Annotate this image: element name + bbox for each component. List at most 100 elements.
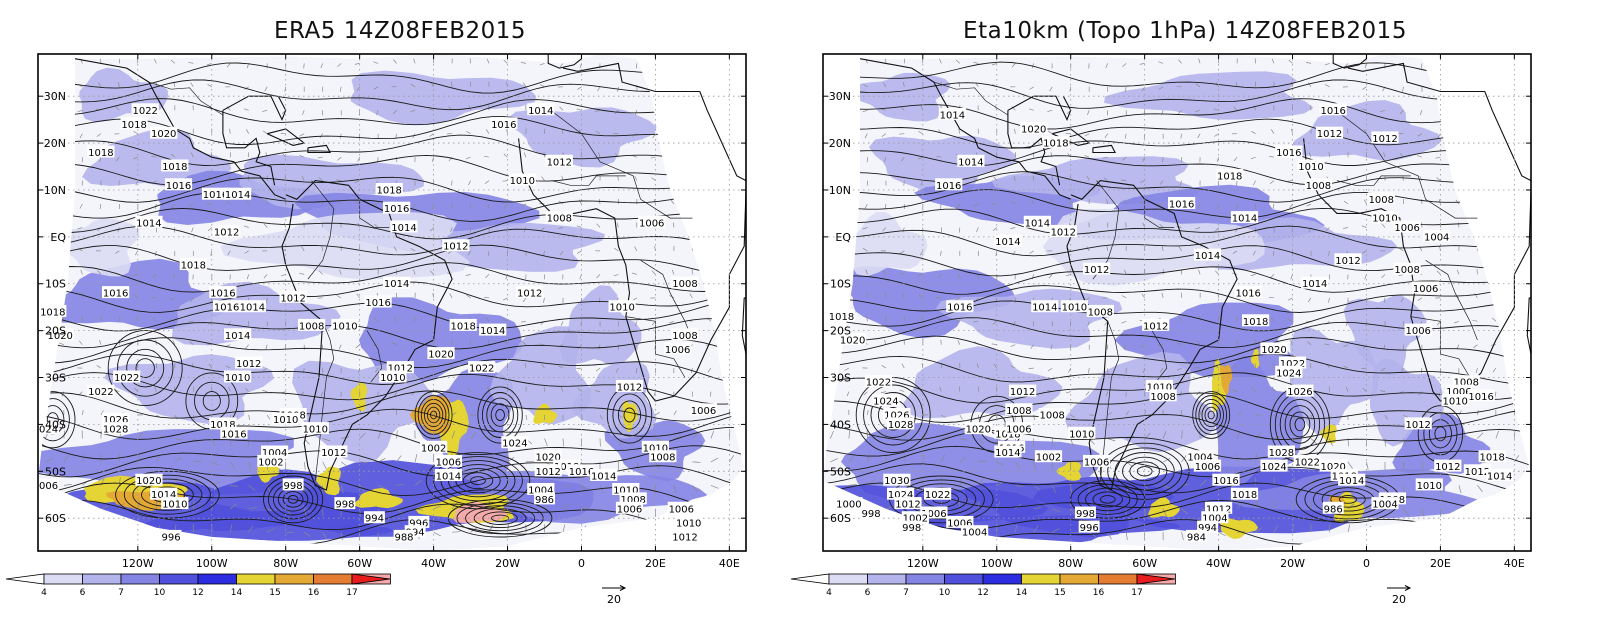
wind-arrow	[486, 129, 490, 134]
contour-label-bg	[1404, 417, 1432, 430]
contour-label: 1024	[873, 397, 898, 408]
contour-label: 1020	[47, 331, 72, 342]
coastline	[562, 62, 700, 93]
contour-label-bg	[383, 201, 411, 214]
contour-label-bg	[501, 436, 529, 449]
contour-label-bg	[279, 290, 307, 303]
contour-label-bg	[301, 422, 329, 435]
wind-arrow	[377, 430, 382, 439]
contour-label-bg	[102, 412, 130, 425]
wind-arrow	[1384, 414, 1388, 420]
wind-arrow	[1310, 500, 1313, 509]
contour-label: 998	[335, 500, 354, 511]
wind-arrow	[692, 485, 698, 492]
colorbar-bin	[1098, 573, 1138, 585]
contour-label: 1016	[103, 289, 128, 300]
contour-labels: 1014102010181014101610141012101410121018…	[827, 103, 1514, 543]
contour-label: 1006	[33, 481, 58, 492]
wind-arrow	[355, 201, 360, 205]
coastline	[741, 297, 746, 357]
contour-label: 1016	[221, 429, 246, 440]
wind-arrow	[100, 505, 109, 510]
wind-arrow	[1103, 177, 1108, 181]
lat-tick-label: 60S	[45, 512, 66, 525]
contour-label: 1006	[1405, 326, 1430, 337]
contour-label: 1012	[617, 382, 642, 393]
wind-arrow	[1491, 61, 1497, 64]
wind-arrow	[1363, 199, 1367, 205]
wind-arrow	[941, 435, 950, 439]
wind-arrow	[673, 485, 677, 494]
contour-label-bg	[1049, 225, 1077, 238]
wind-arrow	[225, 365, 231, 369]
wind-arrow	[152, 274, 157, 279]
wind-arrow	[1086, 175, 1090, 181]
wind-arrow	[1107, 412, 1113, 416]
wind-shading	[840, 266, 1016, 339]
wind-arrow	[940, 339, 942, 345]
wind-arrow	[1328, 250, 1330, 256]
wind-arrow	[170, 59, 176, 64]
wind-arrow	[1102, 156, 1108, 159]
wind-arrow	[710, 391, 712, 397]
contour-label-bg	[1467, 389, 1495, 402]
lon-tick-label: 120W	[907, 557, 939, 570]
wind-arrow	[1383, 152, 1386, 158]
wind-arrow	[828, 292, 831, 298]
contour-label-bg	[608, 300, 636, 313]
wind-arrow	[673, 410, 677, 416]
contour-label: 1002	[421, 443, 446, 454]
contour-label-bg	[135, 473, 163, 486]
contour-label: 1010	[1442, 397, 1467, 408]
wind-arrow	[1159, 223, 1164, 228]
wind-arrow	[63, 532, 66, 541]
wind-arrow	[560, 250, 564, 256]
contour-label: 1016	[166, 181, 191, 192]
contour-label-bg	[1005, 422, 1033, 435]
wind-arrow	[1051, 199, 1053, 205]
wind-arrow	[655, 438, 664, 442]
isobar	[823, 335, 1530, 365]
contour-label: 1000	[836, 500, 861, 511]
wind-arrow	[115, 106, 120, 111]
wind-arrow	[1105, 391, 1109, 397]
contour-label-bg	[1068, 426, 1096, 439]
wind-arrow	[267, 528, 275, 533]
isobar	[38, 427, 745, 460]
wind-arrow	[58, 225, 64, 228]
wind-arrow	[1177, 367, 1182, 371]
wind-arrow	[1236, 502, 1243, 510]
wind-shading	[350, 70, 537, 125]
contour-label: 1014	[151, 490, 176, 501]
wind-arrow	[262, 390, 268, 392]
wind-arrow	[1514, 532, 1517, 541]
contour-label-bg	[261, 445, 289, 458]
wind-arrow	[880, 108, 886, 111]
wind-arrow	[1362, 86, 1367, 90]
wind-arrow	[576, 225, 582, 228]
wind-arrow	[825, 86, 831, 90]
colorbar-bin	[43, 573, 83, 585]
isobar-ring	[107, 330, 183, 407]
wind-arrow	[635, 321, 638, 327]
wind-arrow	[248, 525, 254, 533]
contour-label-bg	[1038, 408, 1066, 420]
wind-arrow	[1343, 365, 1349, 369]
contour-label-bg	[961, 525, 989, 538]
wind-arrow	[1491, 317, 1497, 322]
wind-arrow	[1181, 532, 1184, 541]
wind-arrow	[846, 246, 850, 252]
contour-label: 1014	[436, 472, 461, 483]
wind-arrow	[729, 483, 738, 486]
panel-era5: ERA5 14Z08FEB2015 1022 1018 1020 1018 1018 10…	[5, 18, 747, 606]
contour-label-bg	[38, 422, 59, 435]
contour-label: 1006	[639, 218, 664, 229]
wind-arrow	[1306, 203, 1312, 207]
wind-arrow	[487, 250, 490, 256]
contour-label: 1002	[258, 457, 283, 468]
wind-arrow	[1141, 86, 1145, 92]
wind-arrow	[1214, 133, 1219, 137]
wind-arrow	[848, 430, 850, 439]
wind-arrow	[1417, 133, 1423, 137]
wind-arrow	[1269, 155, 1275, 158]
